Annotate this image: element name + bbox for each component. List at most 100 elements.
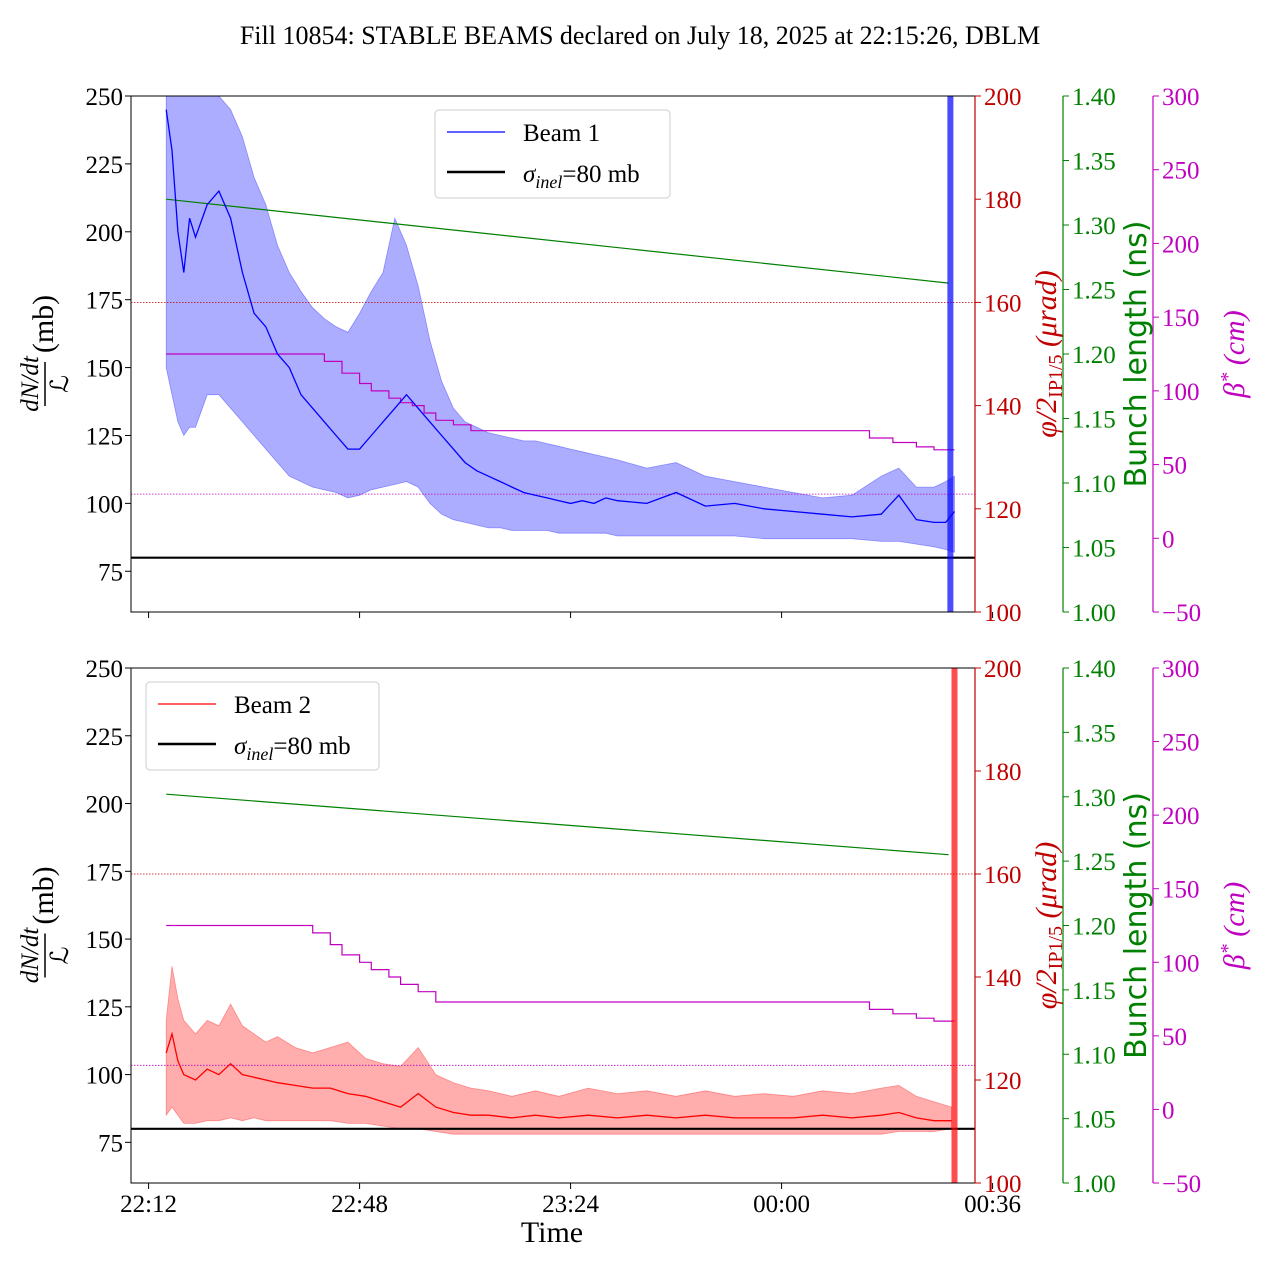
panel-beam-1: 75 100 125 150 175 200 225 250 dN/dt ℒ (mb) 100 120 1… [17,84,1251,627]
left-tick-label: 75 [98,1130,123,1157]
x-tick-label: 22:12 [120,1191,177,1218]
bunch-tick-label: 1.35 [1072,720,1116,747]
beta-tick-label: 0 [1162,526,1175,553]
left-tick-label: 200 [86,220,124,247]
phi-tick-label: 100 [984,1171,1022,1198]
phi-tick-label: 200 [984,84,1022,111]
bunch-tick-label: 1.10 [1072,1042,1116,1069]
plot-area [131,668,975,1183]
left-label-denominator: ℒ [47,946,74,964]
panel-beam-2: 75 100 125 150 175 200 225 250 dN/dt ℒ (mb) 22:12 22… [17,656,1251,1218]
beta-label-symbol: β [1218,383,1251,399]
beta-tick-label: 100 [1162,950,1200,977]
phi-label-unit: (μrad) [1030,270,1063,354]
beta-label-unit: (cm) [1218,310,1251,372]
beta-label-superscript: * [1217,944,1239,954]
left-tick-label: 175 [86,288,124,315]
bunch-tick-label: 1.05 [1072,536,1116,563]
bunch-tick-label: 1.25 [1072,278,1116,305]
phi-label-symbol: φ/2 [1030,398,1063,438]
beta-tick-label: 100 [1162,379,1200,406]
sigma-symbol: σ [234,733,248,760]
bunch-tick-label: 1.40 [1072,84,1116,111]
x-tick-label: 22:48 [331,1191,388,1218]
sigma-symbol: σ [523,161,537,188]
phi-tick-label: 140 [984,394,1022,421]
left-tick-label: 75 [98,559,123,586]
beam-line [165,1031,952,1122]
bunch-tick-label: 1.20 [1072,914,1116,941]
beta-tick-label: −50 [1162,600,1201,627]
phi-tick-label: 160 [984,290,1022,317]
beta-axis-label: β* (cm) [1217,310,1251,398]
dump-marker [951,668,958,1183]
beta-tick-label: 50 [1162,1024,1187,1051]
left-tick-label: 100 [86,491,124,518]
bunch-tick-label: 1.30 [1072,213,1116,240]
beta-label-symbol: β [1218,954,1251,970]
left-label-unit: (mb) [27,295,60,353]
beta-tick-label: 250 [1162,158,1200,185]
phi-tick-label: 140 [984,965,1022,992]
left-tick-label: 175 [86,859,124,886]
beam-uncertainty-band [165,966,952,1135]
phi-tick-label: 120 [984,1068,1022,1095]
phi-tick-label: 180 [984,187,1022,214]
beta-tick-label: 250 [1162,730,1200,757]
left-tick-label: 125 [86,423,124,450]
beta-tick-label: 200 [1162,803,1200,830]
phi-axis-label: φ/2IP1/5 (μrad) [1030,842,1067,1010]
sigma-value: =80 mb [273,733,350,760]
x-tick-label: 00:00 [753,1191,810,1218]
beta-star-line [166,924,955,1022]
beta-label-unit: (cm) [1218,882,1251,944]
sigma-subscript: inel [535,172,562,192]
bunch-tick-label: 1.40 [1072,656,1116,683]
x-tick-label: 00:36 [964,1191,1021,1218]
sigma-value: =80 mb [562,161,639,188]
phi-tick-label: 120 [984,497,1022,524]
bunch-tick-label: 1.30 [1072,785,1116,812]
phi-tick-label: 100 [984,600,1022,627]
bunch-tick-label: 1.35 [1072,149,1116,176]
sigma-subscript: inel [246,744,273,764]
beta-axis-label: β* (cm) [1217,882,1251,970]
x-tick-label: 23:24 [542,1191,599,1218]
left-label-numerator: dN/dt [17,355,44,412]
beta-tick-label: 150 [1162,305,1200,332]
bunch-length-line [166,793,949,856]
beta-tick-label: 200 [1162,231,1200,258]
left-tick-label: 125 [86,995,124,1022]
legend-sigma-label: σinel=80 mb [523,161,640,192]
bunch-tick-label: 1.25 [1072,849,1116,876]
legend-beam-label: Beam 2 [234,692,311,719]
dump-marker [947,96,954,612]
beta-tick-label: 150 [1162,877,1200,904]
bunch-tick-label: 1.15 [1072,978,1116,1005]
left-tick-label: 150 [86,356,124,383]
left-tick-label: 250 [86,656,124,683]
bunch-length-line [166,198,949,284]
left-label-denominator: ℒ [47,375,74,393]
left-tick-label: 225 [86,724,124,751]
bunch-axis-label: Bunch length (ns) [1119,792,1154,1059]
phi-label-subscript: IP1/5 [1045,926,1067,969]
left-tick-label: 250 [86,84,124,111]
legend-sigma-label: σinel=80 mb [234,733,351,764]
bunch-tick-label: 1.15 [1072,407,1116,434]
beta-tick-label: 50 [1162,453,1187,480]
phi-label-unit: (μrad) [1030,842,1063,926]
left-tick-label: 100 [86,1063,124,1090]
phi-label-symbol: φ/2 [1030,969,1063,1009]
beta-star-line [166,353,955,451]
phi-tick-label: 160 [984,862,1022,889]
bunch-tick-label: 1.10 [1072,471,1116,498]
chart-title: Fill 10854: STABLE BEAMS declared on Jul… [240,21,1040,50]
bunch-tick-label: 1.20 [1072,342,1116,369]
phi-label-subscript: IP1/5 [1045,354,1067,397]
left-tick-label: 225 [86,152,124,179]
bunch-tick-label: 1.00 [1072,600,1116,627]
beta-tick-label: 300 [1162,656,1200,683]
left-label-numerator: dN/dt [17,927,44,984]
